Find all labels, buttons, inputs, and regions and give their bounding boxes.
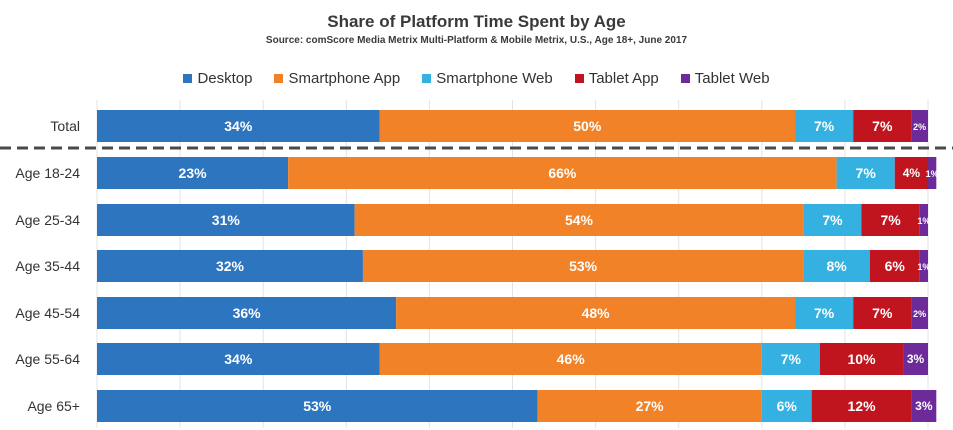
data-label-smartphone-app-age-35-44: 53% [569,258,598,274]
category-label-age-65: Age 65+ [27,398,80,414]
bar-smartphone-web-age-55-64 [761,343,820,375]
bar-smartphone-web-total [795,110,854,142]
data-label-tablet-web-age-65: 3% [915,399,933,413]
category-label-age-25-34: Age 25-34 [15,212,80,228]
legend-label-tablet-web: Tablet Web [694,70,770,87]
category-label-age-18-24: Age 18-24 [15,165,80,181]
data-label-smartphone-web-age-55-64: 7% [781,351,802,367]
bar-desktop-age-55-64 [97,343,380,375]
data-label-smartphone-web-age-18-24: 7% [856,165,877,181]
bar-tablet-app-age-65 [811,390,912,422]
category-label-total: Total [50,118,80,134]
data-label-tablet-web-age-18-24: 1% [926,169,939,179]
bar-tablet-app-age-35-44 [869,250,920,282]
legend-label-smartphone-web: Smartphone Web [436,70,553,87]
legend-swatch-smartphone-app [274,74,284,83]
data-label-smartphone-web-age-25-34: 7% [822,212,843,228]
bar-tablet-app-age-18-24 [894,157,928,189]
category-label-age-45-54: Age 45-54 [15,305,80,321]
bar-tablet-web-age-25-34 [919,204,928,236]
data-label-tablet-web-age-35-44: 1% [917,262,930,272]
bar-smartphone-web-age-18-24 [836,157,895,189]
bar-smartphone-app-age-65 [537,390,762,422]
data-label-tablet-app-age-45-54: 7% [872,305,893,321]
bar-tablet-web-total [911,110,928,142]
data-label-smartphone-web-age-35-44: 8% [826,258,847,274]
data-label-tablet-app-age-18-24: 4% [903,166,921,180]
data-label-tablet-web-age-55-64: 3% [907,352,925,366]
data-label-desktop-age-18-24: 23% [179,165,208,181]
bar-smartphone-web-age-35-44 [803,250,870,282]
bar-smartphone-app-age-55-64 [379,343,762,375]
bar-tablet-web-age-65 [911,390,937,422]
data-label-desktop-age-25-34: 31% [212,212,241,228]
data-label-smartphone-app-age-55-64: 46% [557,351,586,367]
legend-item-smartphone-app: Smartphone App [274,70,400,87]
bar-desktop-age-25-34 [97,204,355,236]
bar-smartphone-web-age-25-34 [803,204,862,236]
legend-swatch-tablet-web [680,74,690,83]
bar-tablet-web-age-45-54 [911,297,928,329]
bar-smartphone-web-age-45-54 [795,297,854,329]
bar-desktop-age-35-44 [97,250,363,282]
data-label-desktop-age-65: 53% [303,398,332,414]
legend-item-tablet-web: Tablet Web [680,70,770,87]
bar-tablet-app-age-25-34 [861,204,920,236]
legend-item-desktop: Desktop [183,70,252,87]
legend-label-smartphone-app: Smartphone App [288,70,401,87]
data-label-smartphone-app-age-18-24: 66% [548,165,577,181]
legend: Desktop Smartphone App Smartphone Web Ta… [0,70,953,87]
data-label-tablet-web-total: 2% [913,122,926,132]
legend-item-tablet-app: Tablet App [574,70,659,87]
data-label-desktop-age-35-44: 32% [216,258,245,274]
legend-swatch-desktop [183,74,193,83]
data-label-smartphone-app-age-65: 27% [636,398,665,414]
bar-smartphone-web-age-65 [761,390,812,422]
bar-tablet-web-age-55-64 [903,343,928,375]
data-label-tablet-app-age-55-64: 10% [848,351,877,367]
data-label-tablet-web-age-25-34: 1% [917,216,930,226]
bar-smartphone-app-age-25-34 [354,204,804,236]
category-label-age-35-44: Age 35-44 [15,258,80,274]
data-label-tablet-app-age-65: 12% [848,398,877,414]
bar-tablet-web-age-18-24 [928,157,937,189]
category-label-age-55-64: Age 55-64 [15,351,80,367]
data-label-smartphone-web-age-65: 6% [777,398,798,414]
bar-desktop-total [97,110,380,142]
data-label-desktop-total: 34% [224,118,253,134]
bar-desktop-age-45-54 [97,297,397,329]
bar-smartphone-app-total [379,110,796,142]
bar-smartphone-app-age-18-24 [288,157,837,189]
data-label-smartphone-app-age-45-54: 48% [582,305,611,321]
data-label-tablet-app-age-25-34: 7% [880,212,901,228]
data-label-smartphone-web-age-45-54: 7% [814,305,835,321]
bar-smartphone-app-age-45-54 [396,297,796,329]
legend-label-tablet-app: Tablet App [588,70,659,87]
data-label-smartphone-web-total: 7% [814,118,835,134]
bar-smartphone-app-age-35-44 [362,250,804,282]
data-label-smartphone-app-total: 50% [573,118,602,134]
bar-tablet-web-age-35-44 [919,250,928,282]
bar-desktop-age-65 [97,390,538,422]
bar-tablet-app-age-45-54 [853,297,912,329]
legend-label-desktop: Desktop [197,70,253,87]
legend-swatch-smartphone-web [422,74,432,83]
data-label-tablet-web-age-45-54: 2% [913,309,926,319]
data-label-tablet-app-age-35-44: 6% [885,258,906,274]
data-label-tablet-app-total: 7% [872,118,893,134]
bar-desktop-age-18-24 [97,157,289,189]
legend-swatch-tablet-app [574,74,584,83]
data-label-desktop-age-45-54: 36% [233,305,262,321]
data-label-smartphone-app-age-25-34: 54% [565,212,594,228]
chart-subtitle: Source: comScore Media Metrix Multi-Plat… [265,35,688,46]
data-label-desktop-age-55-64: 34% [224,351,253,367]
bar-tablet-app-age-55-64 [819,343,904,375]
bar-tablet-app-total [853,110,912,142]
legend-item-smartphone-web: Smartphone Web [422,70,553,87]
chart-title: Share of Platform Time Spent by Age [327,12,626,31]
